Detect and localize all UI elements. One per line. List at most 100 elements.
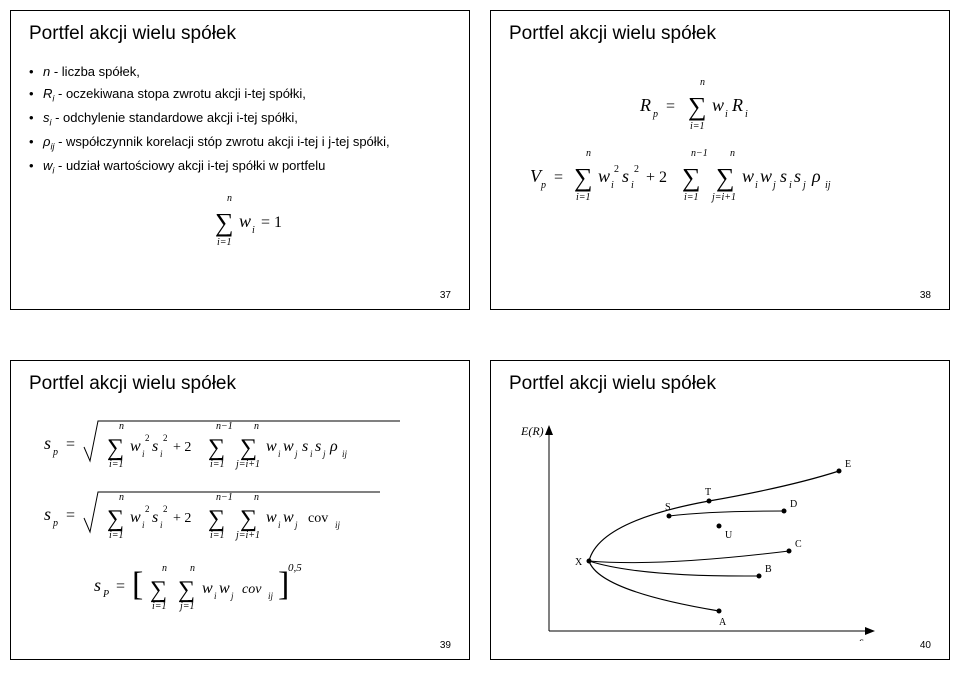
bullet-text: - oczekiwana stopa zwrotu akcji i-tej sp…	[54, 86, 305, 101]
chart-point	[837, 469, 842, 474]
slide-title: Portfel akcji wielu spółek	[29, 373, 451, 395]
svg-text:∑: ∑	[107, 435, 124, 461]
list-item: Ri - oczekiwana stopa zwrotu akcji i-tej…	[29, 83, 451, 107]
svg-text:s: s	[44, 504, 51, 524]
formula-sp1: s p = n ∑ i=1 w i 2 s i 2 + 2 n−1 ∑ i=1 …	[29, 411, 451, 478]
svg-text:∑: ∑	[716, 163, 735, 192]
svg-text:ij: ij	[342, 449, 348, 459]
svg-text:ij: ij	[268, 591, 274, 601]
svg-text:s: s	[315, 438, 321, 455]
svg-text:p: p	[652, 109, 658, 120]
svg-text:n: n	[162, 563, 167, 574]
slide-40: Portfel akcji wielu spółek E(R) s XSTUDE…	[490, 360, 950, 660]
svg-text:[: [	[132, 566, 143, 603]
svg-text:=: =	[66, 436, 75, 453]
svg-text:=: =	[66, 507, 75, 524]
svg-text:R: R	[639, 95, 651, 115]
chart-point	[782, 509, 787, 514]
sum-wi-equals-1: n ∑ i=1 w i = 1	[185, 191, 295, 247]
svg-text:i: i	[631, 180, 634, 191]
symbol: R	[43, 86, 52, 101]
svg-text:P: P	[102, 589, 109, 600]
svg-text:+ 2: + 2	[646, 169, 667, 186]
svg-text:ij: ij	[825, 180, 831, 191]
svg-text:j: j	[322, 449, 326, 459]
svg-text:i=1: i=1	[152, 601, 167, 612]
svg-text:2: 2	[163, 504, 168, 514]
svg-text:i=1: i=1	[690, 121, 705, 131]
svg-text:s: s	[622, 166, 629, 186]
svg-text:2: 2	[145, 504, 150, 514]
svg-text:∑: ∑	[215, 208, 234, 237]
svg-text:i=1: i=1	[210, 459, 225, 470]
svg-text:+ 2: + 2	[173, 440, 191, 455]
svg-text:s: s	[780, 166, 787, 186]
svg-text:w: w	[283, 438, 294, 455]
formula-rp: R p = n ∑ i=1 w i R i	[509, 75, 931, 136]
chart-point	[667, 514, 672, 519]
svg-text:n: n	[254, 492, 259, 503]
svg-text:i: i	[755, 180, 758, 191]
bullet-text: - odchylenie standardowe akcji i-tej spó…	[52, 110, 298, 125]
svg-text:+ 2: + 2	[173, 511, 191, 526]
svg-text:i: i	[278, 520, 281, 530]
chart-point-label: T	[705, 487, 711, 498]
svg-text:s: s	[94, 575, 101, 595]
chart-point-label: C	[795, 539, 802, 550]
svg-text:j=i+1: j=i+1	[234, 459, 260, 470]
svg-text:∑: ∑	[688, 92, 707, 121]
chart-point-label: E	[845, 459, 851, 470]
slide-title: Portfel akcji wielu spółek	[509, 23, 931, 45]
svg-text:i=1: i=1	[684, 192, 699, 203]
svg-text:=: =	[116, 578, 125, 595]
svg-text:i: i	[142, 520, 145, 530]
chart-point	[707, 499, 712, 504]
svg-text:w: w	[598, 166, 610, 186]
svg-text:i: i	[789, 180, 792, 191]
slide-38: Portfel akcji wielu spółek R p = n ∑ i=1…	[490, 10, 950, 310]
eq-rp-svg: R p = n ∑ i=1 w i R i	[620, 75, 820, 131]
svg-text:n: n	[586, 148, 591, 159]
symbol: w	[43, 158, 52, 173]
svg-text:j=i+1: j=i+1	[710, 192, 736, 203]
svg-text:∑: ∑	[178, 577, 195, 603]
chart-point-label: B	[765, 564, 772, 575]
axis-x-label: s	[859, 634, 864, 641]
svg-text:n: n	[227, 193, 232, 204]
svg-text:i: i	[278, 449, 281, 459]
svg-text:n: n	[119, 421, 124, 432]
list-item: ρij - współczynnik korelacji stóp zwrotu…	[29, 131, 451, 155]
svg-text:2: 2	[145, 433, 150, 443]
svg-text:0,5: 0,5	[288, 562, 302, 574]
list-item: si - odchylenie standardowe akcji i-tej …	[29, 107, 451, 131]
svg-text:n: n	[190, 563, 195, 574]
chart-point	[587, 559, 592, 564]
svg-text:∑: ∑	[240, 506, 257, 532]
svg-text:∑: ∑	[208, 435, 225, 461]
svg-text:p: p	[52, 518, 58, 529]
svg-text:i: i	[142, 449, 145, 459]
page-number: 37	[440, 290, 451, 301]
svg-text:w: w	[712, 95, 724, 115]
svg-text:s: s	[44, 433, 51, 453]
slide-title: Portfel akcji wielu spółek	[509, 373, 931, 395]
svg-text:w: w	[742, 166, 754, 186]
svg-text:= 1: = 1	[261, 214, 282, 231]
svg-text:n−1: n−1	[691, 148, 708, 159]
svg-text:∑: ∑	[208, 506, 225, 532]
svg-text:∑: ∑	[240, 435, 257, 461]
formula-vp: V p = n ∑ i=1 w i 2 s i 2 + 2 n−1 ∑ i=1 …	[509, 146, 931, 211]
svg-text:j: j	[294, 520, 298, 530]
svg-text:w: w	[239, 211, 251, 231]
svg-text:=: =	[666, 98, 675, 115]
chart-point-label: X	[575, 557, 583, 568]
slide-39: Portfel akcji wielu spółek s p = n ∑ i=1…	[10, 360, 470, 660]
eq-sp3-svg: s P = [ n ∑ i=1 n ∑ j=1 w i w j cov ij ]…	[90, 553, 390, 615]
svg-text:i: i	[160, 449, 163, 459]
chart-point-label: U	[725, 530, 733, 541]
svg-text:i: i	[160, 520, 163, 530]
svg-text:i: i	[745, 109, 748, 120]
svg-text:w: w	[219, 580, 230, 597]
svg-text:R: R	[731, 95, 743, 115]
svg-text:p: p	[52, 447, 58, 458]
